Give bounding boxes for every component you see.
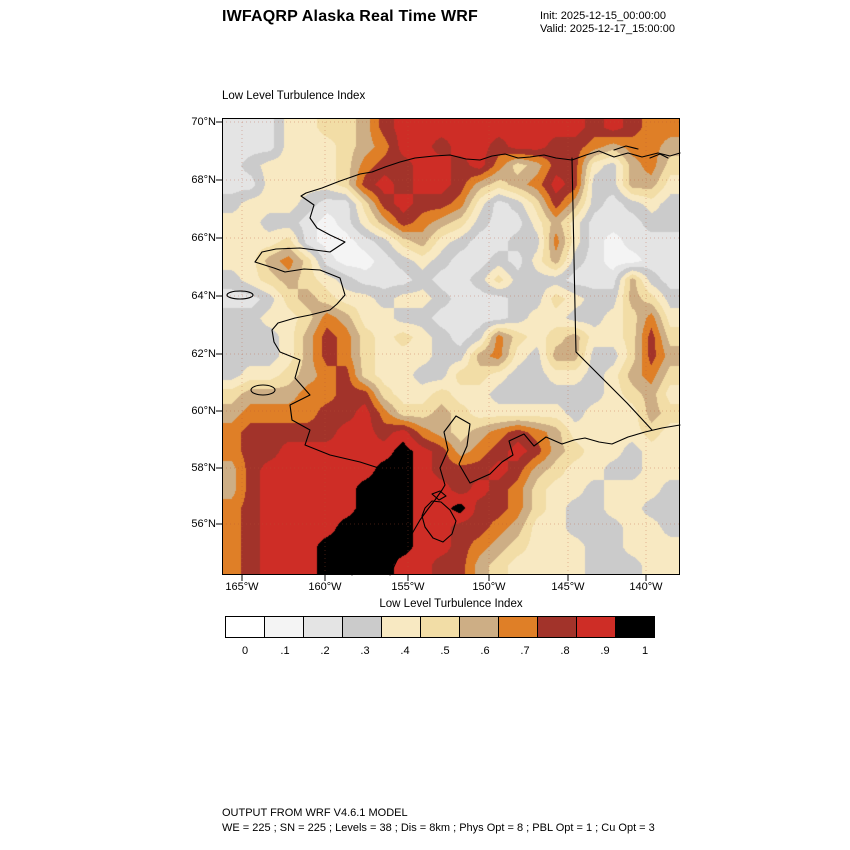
valid-time: Valid: 2025-12-17_15:00:00 — [540, 23, 675, 35]
colorbar-swatch — [537, 616, 577, 638]
colorbar-tick-label: .7 — [520, 645, 530, 657]
west-coastline — [254, 166, 401, 576]
map-frame — [222, 118, 680, 575]
colorbar-swatch — [420, 616, 460, 638]
colorbar-tick-label: 0 — [241, 645, 249, 657]
colorbar-swatch — [615, 616, 655, 638]
lat-tick-label: 68°N — [191, 174, 216, 186]
south-coastline — [389, 415, 681, 576]
colorbar-swatch — [303, 616, 343, 638]
colorbar-swatch — [342, 616, 382, 638]
colorbar-tick-label: .1 — [280, 645, 290, 657]
run-info: Init: 2025-12-15_00:00:00 Valid: 2025-12… — [540, 10, 675, 36]
lat-tick-label: 66°N — [191, 232, 216, 244]
footer-model-line: OUTPUT FROM WRF V4.6.1 MODEL — [222, 807, 408, 819]
arctic-coastline — [384, 150, 681, 168]
afognak-island-coastline — [431, 490, 447, 501]
northeast-islands-coastline — [613, 145, 669, 159]
field-label: Low Level Turbulence Index — [222, 90, 366, 102]
colorbar-tick-label: .6 — [480, 645, 490, 657]
lat-tick-label: 60°N — [191, 405, 216, 417]
footer-config-line: WE = 225 ; SN = 225 ; Levels = 38 ; Dis … — [222, 822, 655, 834]
colorbar-swatch — [381, 616, 421, 638]
colorbar-tick-label: .2 — [320, 645, 330, 657]
kodiak-island-coastline — [421, 500, 457, 543]
lon-tick-label: 140°W — [629, 581, 663, 593]
nunivak-island-coastline — [250, 384, 276, 396]
colorbar-swatch — [225, 616, 265, 638]
lon-tick-label: 155°W — [391, 581, 425, 593]
colorbar-tick-label: .9 — [600, 645, 610, 657]
map-overlay — [216, 118, 681, 581]
graticule-group — [222, 118, 680, 575]
lon-tick-label: 165°W — [225, 581, 259, 593]
lon-tick-label: 150°W — [472, 581, 506, 593]
colorbar-swatch — [498, 616, 538, 638]
lat-tick-label: 58°N — [191, 462, 216, 474]
colorbar-tick-label: .4 — [400, 645, 410, 657]
colorbar-tick-label: .8 — [560, 645, 570, 657]
lat-tick-label: 56°N — [191, 518, 216, 530]
st-lawrence-island-coastline — [226, 290, 254, 300]
colorbar-swatches — [225, 616, 655, 638]
coastline-group — [226, 145, 681, 576]
lon-tick-label: 145°W — [551, 581, 585, 593]
turbulence-field-canvas — [222, 118, 680, 575]
lat-tick-label: 70°N — [191, 116, 216, 128]
colorbar-tick-label: .3 — [360, 645, 370, 657]
init-time: Init: 2025-12-15_00:00:00 — [540, 10, 666, 22]
colorbar-tick-label: .5 — [440, 645, 450, 657]
lat-tick-label: 62°N — [191, 348, 216, 360]
colorbar-title: Low Level Turbulence Index — [379, 598, 523, 610]
colorbar-tick-labels: 0 .1 .2 .3 .4 .5 .6 .7 .8 .9 1 — [225, 645, 665, 657]
lon-tick-label: 160°W — [308, 581, 342, 593]
colorbar-swatch — [576, 616, 616, 638]
footer: OUTPUT FROM WRF V4.6.1 MODEL WE = 225 ; … — [222, 806, 655, 836]
colorbar-swatch — [459, 616, 499, 638]
colorbar-tick-label: 1 — [641, 645, 649, 657]
lat-tick-label: 64°N — [191, 290, 216, 302]
alaska-canada-border — [571, 157, 653, 431]
colorbar-swatch — [264, 616, 304, 638]
map-area — [216, 118, 681, 581]
page-title: IWFAQRP Alaska Real Time WRF — [221, 8, 479, 25]
axis-ticks-group — [216, 121, 647, 581]
